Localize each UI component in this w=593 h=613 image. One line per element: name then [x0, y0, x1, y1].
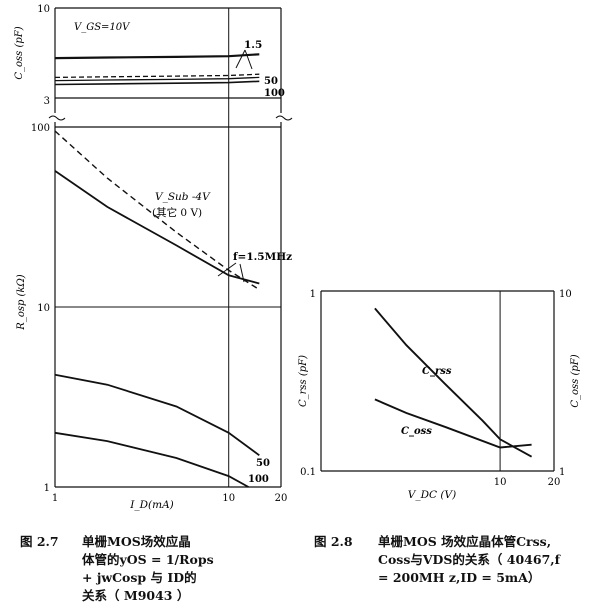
caption-fig-2-8-line-1: 单栅MOS 场效应晶体管Crss,: [378, 534, 552, 549]
caption-fig-2-7-line-4: 关系（ M9043 ）: [82, 588, 190, 603]
freq-leader-b: [239, 263, 245, 283]
series-label-50: 50: [264, 76, 278, 87]
annotation-bias: V_Sub -4V: [155, 191, 211, 203]
x-axis-label: I_D(mA): [129, 499, 174, 511]
series-line-4: [54, 431, 249, 488]
caption-fig-2-8-line-2: Coss与VDS的关系（ 40467,f: [378, 552, 560, 567]
caption-fig-2-7-line-3: + jwCosp 与 ID的: [82, 570, 197, 585]
series-line-1: [54, 130, 260, 291]
axis-break-left: [48, 115, 66, 121]
series-label-50: 50: [256, 458, 270, 469]
series-line-2: [54, 170, 260, 285]
label-leader-1-5b: [244, 49, 253, 70]
y-tick-label-1: 1: [44, 483, 50, 494]
y-tick-label-3: 3: [44, 96, 50, 107]
caption-fig-2-8-line-3: = 200MH z,ID = 5mA）: [378, 570, 541, 585]
caption-fig-2-7-line-2: 体管的yOS = 1/Rops: [82, 552, 214, 567]
condition-label: V_GS=10V: [74, 22, 131, 33]
x-tick-label-1: 1: [52, 493, 58, 504]
x-axis-label: V_DC (V): [408, 489, 456, 501]
series-label-100: 100: [264, 88, 285, 99]
series-line-3: [54, 373, 260, 457]
y-right-tick-label-10: 10: [559, 289, 572, 300]
series-line-2: [54, 73, 260, 79]
x-tick-label-10: 10: [494, 477, 507, 488]
series-label-coss: C_oss: [401, 426, 432, 437]
caption-fig-2-7-number: 图 2.7: [20, 534, 59, 549]
y-tick-label-10: 10: [37, 303, 50, 314]
chart-crss-coss-vs-vds: 1 0.1 10 1 10 20 C_rss (pF) C_oss (pF) V_DC (V) C…: [298, 289, 581, 501]
y-left-axis-label: C_rss (pF): [298, 355, 309, 407]
caption-fig-2-8-number: 图 2.8: [314, 534, 353, 549]
y-left-tick-label-1: 1: [310, 289, 316, 300]
axis-break-right: [275, 115, 293, 121]
y-right-axis-label: C_oss (pF): [570, 354, 581, 407]
series-line-3: [54, 76, 260, 82]
y-tick-label-100: 100: [31, 123, 50, 134]
series-label-1-5: 1.5: [244, 39, 262, 51]
y-right-tick-label-1: 1: [559, 467, 565, 478]
y-axis-label: C_oss (pF): [14, 26, 25, 79]
x-tick-label-10: 10: [222, 493, 235, 504]
freq-leader-a: [217, 262, 237, 277]
series-line-1: [54, 53, 260, 60]
annotation-other: (其它 0 V): [152, 206, 202, 219]
series-line-crss: [374, 307, 533, 458]
y-axis-label: R_osp (kΩ): [16, 274, 27, 331]
series-line-coss: [374, 398, 532, 449]
series-label-crss: C_rss: [422, 366, 452, 377]
series-line-4: [54, 80, 260, 86]
y-tick-label-10: 10: [37, 4, 50, 15]
y-left-tick-label-0-1: 0.1: [300, 467, 316, 478]
annotation-freq: f=1.5MHz: [233, 251, 292, 263]
label-leader-1-5a: [235, 49, 246, 69]
caption-fig-2-7-line-1: 单栅MOS场效应晶: [82, 534, 191, 549]
x-tick-label-20: 20: [548, 477, 561, 488]
x-tick-label-20: 20: [275, 493, 288, 504]
chart-rosp-vs-id: 100 10 11 10 20 R_osp (kΩ) I_D(mA) V_Sub -4V (其它…: [16, 98, 293, 511]
series-label-100: 100: [248, 474, 269, 485]
